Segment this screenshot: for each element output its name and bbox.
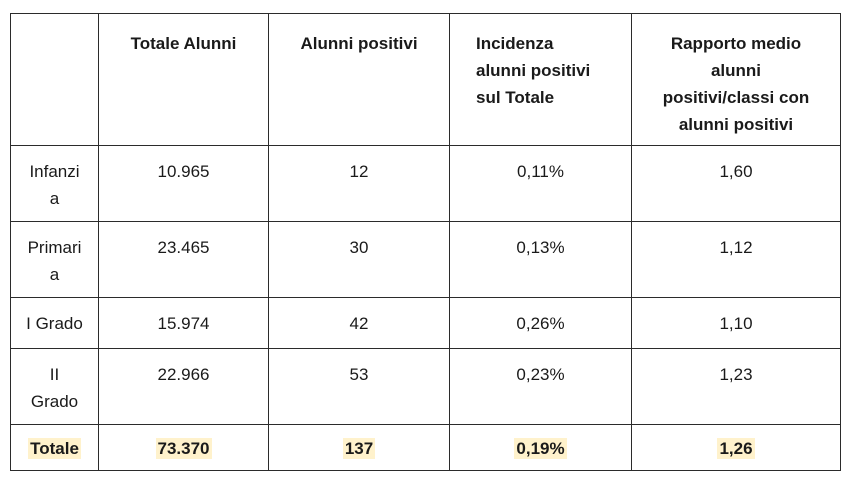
row-label: II Grado xyxy=(10,348,99,425)
cell-totale: 15.974 xyxy=(98,297,269,349)
cell-positivi: 53 xyxy=(268,348,450,425)
cell-incidenza: 0,13% xyxy=(449,221,632,298)
students-table: Totale Alunni Alunni positivi Incidenza … xyxy=(10,13,841,471)
header-rapporto-medio: Rapporto medio alunni positivi/classi co… xyxy=(631,13,841,146)
total-rapporto: 1,26 xyxy=(717,438,755,459)
cell-positivi: 12 xyxy=(268,145,450,222)
cell-rapporto: 1,60 xyxy=(631,145,841,222)
header-row: Totale Alunni Alunni positivi Incidenza … xyxy=(10,13,841,146)
header-totale-alunni: Totale Alunni xyxy=(98,13,269,146)
total-row: Totale 73.370 137 0,19% 1,26 xyxy=(10,424,841,471)
total-positivi: 137 xyxy=(342,438,376,459)
total-positivi-cell: 137 xyxy=(268,424,450,471)
total-label: Totale xyxy=(28,438,81,459)
header-empty xyxy=(10,13,99,146)
header-incidenza: Incidenza alunni positivi sul Totale xyxy=(449,13,632,146)
total-incidenza: 0,19% xyxy=(514,438,567,459)
row-label: I Grado xyxy=(10,297,99,349)
cell-positivi: 42 xyxy=(268,297,450,349)
table-row: Primari a 23.465 30 0,13% 1,12 xyxy=(10,221,841,298)
cell-incidenza: 0,26% xyxy=(449,297,632,349)
total-incidenza-cell: 0,19% xyxy=(449,424,632,471)
header-alunni-positivi: Alunni positivi xyxy=(268,13,450,146)
table-row: Infanzi a 10.965 12 0,11% 1,60 xyxy=(10,145,841,222)
cell-rapporto: 1,10 xyxy=(631,297,841,349)
cell-totale: 10.965 xyxy=(98,145,269,222)
cell-rapporto: 1,12 xyxy=(631,221,841,298)
table-row: I Grado 15.974 42 0,26% 1,10 xyxy=(10,297,841,349)
total-rapporto-cell: 1,26 xyxy=(631,424,841,471)
cell-totale: 22.966 xyxy=(98,348,269,425)
total-totale-cell: 73.370 xyxy=(98,424,269,471)
cell-totale: 23.465 xyxy=(98,221,269,298)
row-label: Infanzi a xyxy=(10,145,99,222)
total-totale: 73.370 xyxy=(155,438,212,459)
cell-incidenza: 0,23% xyxy=(449,348,632,425)
table-row: II Grado 22.966 53 0,23% 1,23 xyxy=(10,348,841,425)
total-label-cell: Totale xyxy=(10,424,99,471)
cell-rapporto: 1,23 xyxy=(631,348,841,425)
cell-positivi: 30 xyxy=(268,221,450,298)
row-label: Primari a xyxy=(10,221,99,298)
cell-incidenza: 0,11% xyxy=(449,145,632,222)
